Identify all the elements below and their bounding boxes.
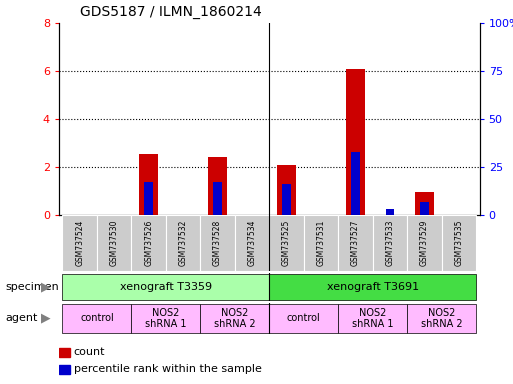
Bar: [63, 215, 97, 271]
Text: GDS5187 / ILMN_1860214: GDS5187 / ILMN_1860214: [80, 5, 262, 19]
Text: GSM737528: GSM737528: [213, 220, 222, 266]
Bar: [373, 215, 407, 271]
Bar: [338, 304, 407, 333]
Bar: [144, 182, 153, 215]
Text: GSM737534: GSM737534: [248, 220, 256, 266]
Text: percentile rank within the sample: percentile rank within the sample: [74, 364, 262, 374]
Bar: [201, 304, 269, 333]
Bar: [442, 215, 476, 271]
Bar: [235, 215, 269, 271]
Bar: [304, 215, 338, 271]
Bar: [97, 215, 131, 271]
Text: NOS2
shRNA 1: NOS2 shRNA 1: [352, 308, 393, 329]
Bar: [131, 304, 201, 333]
Bar: [208, 157, 227, 215]
Bar: [420, 202, 429, 215]
Text: count: count: [74, 347, 105, 358]
Bar: [63, 274, 269, 300]
Bar: [386, 209, 394, 215]
Text: NOS2
shRNA 2: NOS2 shRNA 2: [214, 308, 255, 329]
Text: control: control: [80, 313, 114, 323]
Text: GSM737532: GSM737532: [179, 220, 188, 266]
Text: xenograft T3691: xenograft T3691: [327, 282, 419, 292]
Bar: [415, 192, 434, 215]
Text: GSM737533: GSM737533: [385, 220, 394, 266]
Text: GSM737530: GSM737530: [110, 220, 119, 266]
Bar: [201, 215, 235, 271]
Bar: [269, 304, 338, 333]
Text: specimen: specimen: [5, 282, 59, 292]
Bar: [269, 274, 476, 300]
Text: control: control: [287, 313, 321, 323]
Bar: [346, 69, 365, 215]
Text: xenograft T3359: xenograft T3359: [120, 282, 212, 292]
Bar: [59, 348, 70, 357]
Text: agent: agent: [5, 313, 37, 323]
Text: NOS2
shRNA 1: NOS2 shRNA 1: [145, 308, 187, 329]
Bar: [131, 215, 166, 271]
Text: GSM737525: GSM737525: [282, 220, 291, 266]
Bar: [338, 215, 373, 271]
Bar: [351, 152, 360, 215]
Bar: [166, 215, 201, 271]
Bar: [139, 154, 158, 215]
Text: GSM737526: GSM737526: [144, 220, 153, 266]
Bar: [277, 165, 296, 215]
Bar: [407, 215, 442, 271]
Bar: [63, 304, 131, 333]
Text: GSM737524: GSM737524: [75, 220, 84, 266]
Text: GSM737527: GSM737527: [351, 220, 360, 266]
Bar: [282, 184, 291, 215]
Bar: [269, 215, 304, 271]
Text: GSM737535: GSM737535: [455, 220, 463, 266]
Text: ▶: ▶: [42, 281, 51, 293]
Text: GSM737531: GSM737531: [317, 220, 326, 266]
Bar: [213, 182, 222, 215]
Text: NOS2
shRNA 2: NOS2 shRNA 2: [421, 308, 463, 329]
Text: ▶: ▶: [42, 312, 51, 325]
Text: GSM737529: GSM737529: [420, 220, 429, 266]
Bar: [407, 304, 476, 333]
Bar: [59, 365, 70, 374]
